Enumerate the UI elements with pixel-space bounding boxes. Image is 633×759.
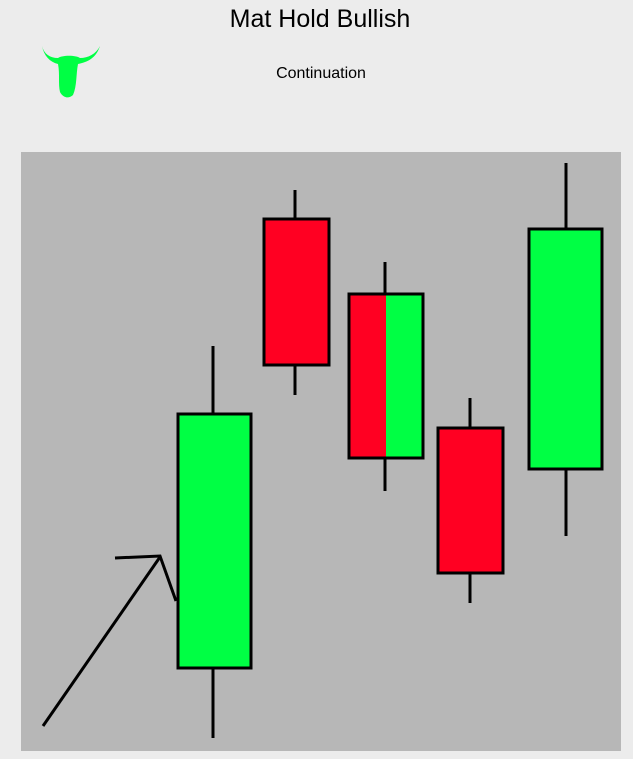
arrow-shaft bbox=[41, 556, 162, 727]
bull-icon bbox=[42, 46, 100, 98]
trend-arrow bbox=[41, 554, 178, 727]
candle-3 bbox=[347, 262, 425, 491]
candle-1 bbox=[176, 346, 253, 738]
candle-body-red bbox=[349, 294, 386, 458]
candle-body-green bbox=[386, 294, 423, 458]
candle-body bbox=[262, 217, 331, 367]
subtitle: Continuation bbox=[276, 65, 366, 82]
candle-body bbox=[436, 426, 505, 575]
candle-2 bbox=[262, 190, 331, 395]
candle-body bbox=[527, 227, 604, 471]
candle-4 bbox=[436, 398, 505, 603]
candle-outline bbox=[347, 292, 425, 460]
title: Mat Hold Bullish bbox=[230, 5, 411, 33]
candle-body bbox=[176, 412, 253, 670]
arrow-head bbox=[114, 554, 178, 602]
candle-5 bbox=[527, 163, 604, 536]
